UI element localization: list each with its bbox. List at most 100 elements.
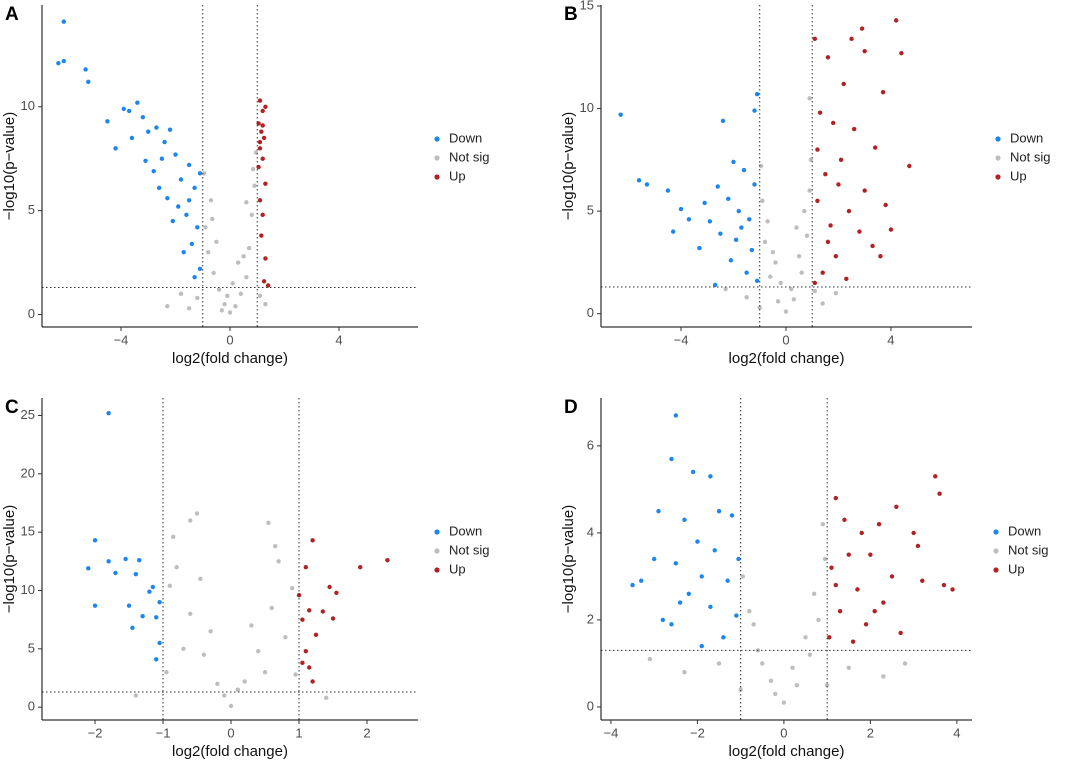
y-tick-label: 25 xyxy=(21,407,35,422)
point xyxy=(862,188,867,193)
point xyxy=(731,159,736,165)
y-tick-label: 2 xyxy=(587,611,594,626)
point xyxy=(673,561,679,566)
point xyxy=(833,290,839,296)
point xyxy=(812,280,818,286)
x-axis-title: log2(fold change) xyxy=(172,743,288,760)
point xyxy=(188,611,193,617)
point xyxy=(712,548,717,553)
point xyxy=(189,241,195,247)
point xyxy=(736,556,741,562)
point xyxy=(174,564,179,570)
point xyxy=(222,693,227,698)
y-tick-label: 5 xyxy=(587,203,594,218)
legend-swatch xyxy=(993,567,999,573)
x-tick-label: −1 xyxy=(156,725,171,740)
point xyxy=(195,225,200,230)
point xyxy=(290,585,295,591)
point xyxy=(878,254,883,259)
point xyxy=(673,413,679,418)
point xyxy=(760,661,765,666)
point xyxy=(720,118,726,124)
legend-swatch xyxy=(434,567,440,573)
point xyxy=(811,591,817,597)
point xyxy=(665,188,671,193)
point xyxy=(815,198,820,204)
legend-label: Up xyxy=(1008,561,1025,576)
point xyxy=(708,474,713,479)
point xyxy=(833,254,839,259)
point xyxy=(822,556,828,562)
x-tick-label: −4 xyxy=(604,725,619,740)
point xyxy=(817,110,823,115)
point xyxy=(178,177,184,182)
point xyxy=(768,678,774,684)
point xyxy=(907,163,912,169)
point xyxy=(257,146,263,151)
point xyxy=(171,534,176,540)
point xyxy=(186,198,192,203)
point xyxy=(824,682,830,688)
point xyxy=(728,258,734,263)
point xyxy=(686,217,692,222)
y-tick-label: 20 xyxy=(21,465,35,480)
point xyxy=(260,108,265,114)
point xyxy=(898,630,903,636)
point xyxy=(751,622,756,627)
point xyxy=(263,181,268,186)
point xyxy=(656,508,661,514)
point xyxy=(807,652,813,657)
point xyxy=(823,172,828,177)
point xyxy=(775,299,781,304)
point xyxy=(749,247,755,253)
point xyxy=(216,287,222,292)
point xyxy=(820,301,825,306)
legend-label: Up xyxy=(1010,168,1027,183)
point xyxy=(702,200,707,206)
point xyxy=(156,185,162,191)
x-tick-label: −4 xyxy=(114,332,129,347)
y-tick-label: 15 xyxy=(21,524,35,539)
point xyxy=(307,665,312,670)
point xyxy=(129,135,135,141)
point xyxy=(883,202,888,208)
point xyxy=(881,600,886,605)
point xyxy=(170,218,175,224)
point xyxy=(126,603,132,608)
point xyxy=(86,79,91,85)
point xyxy=(197,171,203,176)
point xyxy=(833,495,838,501)
point xyxy=(137,557,142,563)
point xyxy=(123,556,128,562)
point xyxy=(697,245,702,251)
point xyxy=(186,306,192,311)
point xyxy=(682,669,687,675)
y-axis-title: −log10(p−value) xyxy=(560,112,577,220)
legend-swatch xyxy=(995,155,1001,161)
point xyxy=(796,254,802,259)
y-tick-label: 0 xyxy=(28,306,35,321)
point xyxy=(154,615,159,620)
point xyxy=(86,566,91,571)
point xyxy=(192,274,197,280)
point xyxy=(868,552,873,557)
point xyxy=(273,543,278,549)
point xyxy=(303,648,309,654)
y-tick-label: 0 xyxy=(28,699,35,714)
point xyxy=(872,145,878,150)
point xyxy=(257,98,263,103)
point xyxy=(135,100,140,105)
point xyxy=(677,600,683,605)
point xyxy=(739,225,744,230)
point xyxy=(181,250,186,255)
point xyxy=(639,578,644,583)
x-tick-label: 2 xyxy=(363,725,370,740)
point xyxy=(950,587,955,592)
point xyxy=(812,36,818,42)
point xyxy=(820,270,825,275)
point xyxy=(831,120,836,126)
point xyxy=(807,96,812,101)
legend-label: Not sig xyxy=(449,149,489,164)
point xyxy=(256,648,261,654)
point xyxy=(210,216,215,222)
